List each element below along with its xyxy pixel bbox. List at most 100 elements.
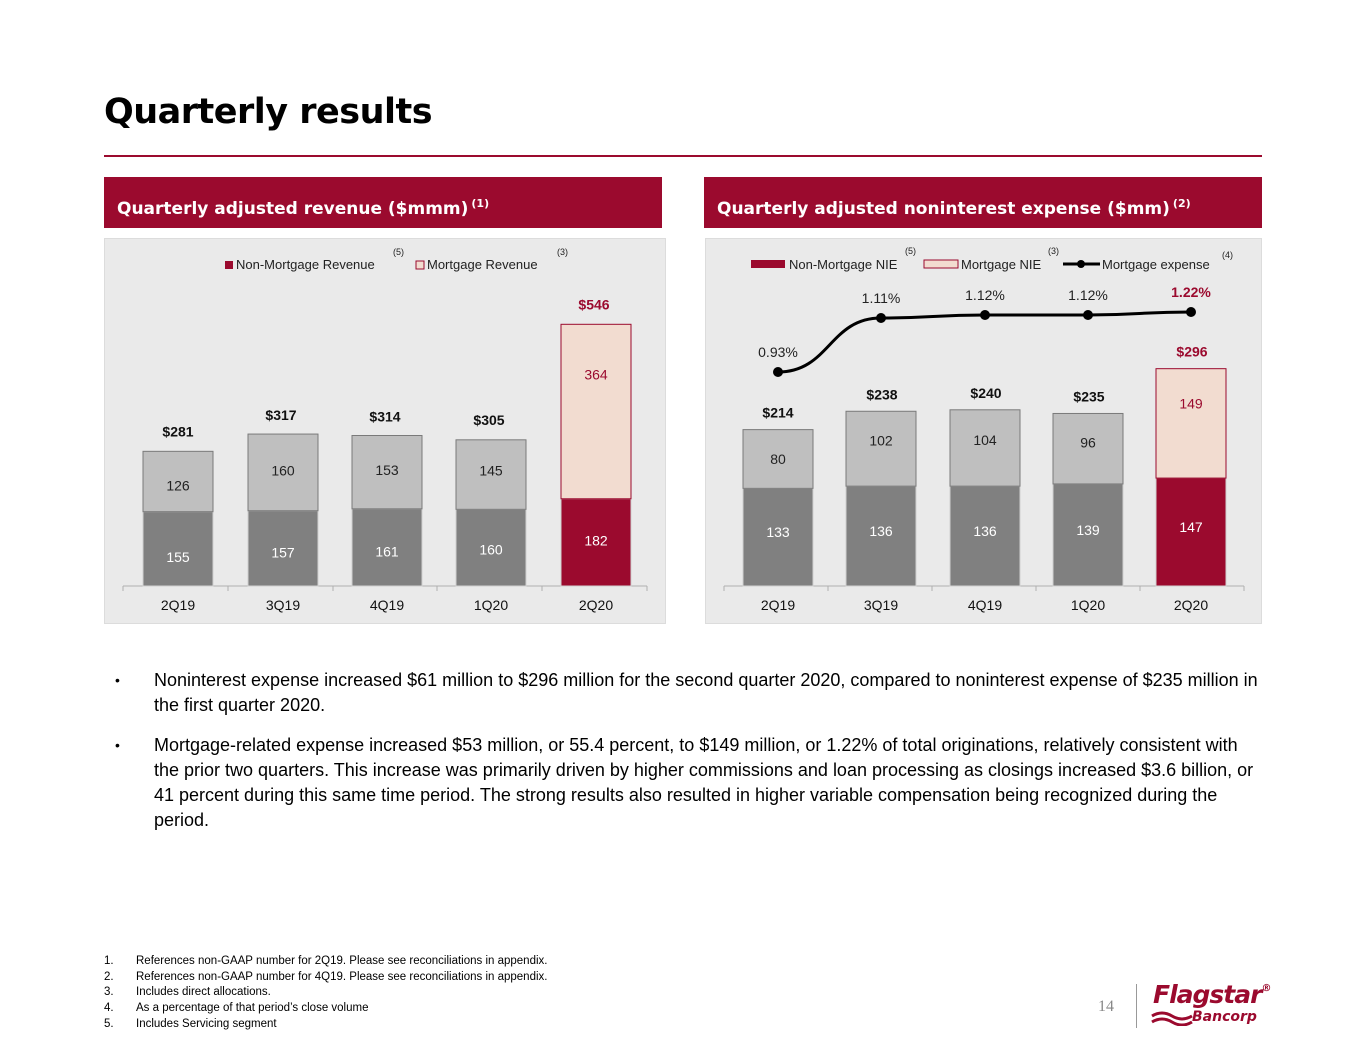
revenue-total-label: $281 xyxy=(162,423,193,439)
non-mortgage-revenue-bar xyxy=(142,511,214,587)
footnote-text: References non-GAAP number for 4Q19. Ple… xyxy=(136,970,548,983)
non-mortgage-revenue-bar xyxy=(560,498,632,587)
mortgage-revenue-bar xyxy=(247,433,319,512)
legend-label-mortgage-expense: Mortgage expense xyxy=(1102,257,1210,272)
non-mortgage-nie-bar xyxy=(742,487,814,587)
legend-note: (4) xyxy=(1222,250,1233,260)
revenue-total-label: $317 xyxy=(265,407,296,423)
logo-divider xyxy=(1136,984,1137,1028)
mortgage-nie-label: 102 xyxy=(869,433,893,449)
non-mortgage-revenue-bar xyxy=(455,508,527,587)
non-mortgage-revenue-label: 155 xyxy=(166,549,190,565)
footnote: 3. Includes direct allocations. xyxy=(104,985,547,1001)
mortgage-revenue-bar xyxy=(142,450,214,513)
revenue-total-label: $314 xyxy=(369,408,400,424)
revenue-chart: 155 126 $281 2Q19 157 160 $317 3Q19 161 153 $314 4Q… xyxy=(104,238,666,624)
footnote-text: References non-GAAP number for 2Q19. Ple… xyxy=(136,955,548,967)
logo-name: Flagstar xyxy=(1153,980,1262,1009)
mortgage-expense-point xyxy=(1186,307,1196,317)
legend-swatch-non-mortgage-revenue xyxy=(225,261,233,269)
expense-panel-title: Quarterly adjusted noninterest expense (… xyxy=(717,199,1170,219)
non-mortgage-nie-label: 133 xyxy=(766,524,790,540)
legend-swatch-mortgage-nie xyxy=(923,259,959,269)
non-mortgage-revenue-label: 161 xyxy=(375,543,399,559)
mortgage-expense-point xyxy=(876,313,886,323)
x-tick-label: 2Q19 xyxy=(761,597,795,613)
mortgage-expense-label: 1.12% xyxy=(1068,287,1108,303)
footnote: 4. As a percentage of that period’s close… xyxy=(104,1001,547,1017)
flagstar-logo: Flagstar® Bancorp xyxy=(1150,980,1271,1032)
x-tick-label: 2Q19 xyxy=(161,597,195,613)
expense-panel-header: Quarterly adjusted noninterest expense (… xyxy=(704,177,1262,228)
x-tick-label: 1Q20 xyxy=(474,597,508,613)
expense-chart: 133 80 $214 2Q19 136 102 $238 3Q19 136 104 $240 4Q1… xyxy=(705,238,1262,624)
mortgage-nie-label: 80 xyxy=(770,451,786,467)
page-number: 14 xyxy=(1098,998,1114,1015)
mortgage-expense-label: 1.11% xyxy=(862,290,901,306)
non-mortgage-revenue-label: 182 xyxy=(584,532,608,548)
legend-note: (3) xyxy=(1048,246,1059,256)
non-mortgage-nie-label: 139 xyxy=(1076,522,1100,538)
x-tick-label: 3Q19 xyxy=(266,597,300,613)
x-tick-label: 1Q20 xyxy=(1071,597,1105,613)
footnote-number: 1. xyxy=(104,955,114,967)
mortgage-revenue-label: 126 xyxy=(166,478,190,494)
non-mortgage-nie-bar xyxy=(1155,477,1227,587)
expense-chart-svg: 133 80 $214 2Q19 136 102 $238 3Q19 136 104 $240 4Q1… xyxy=(723,246,1245,613)
mortgage-nie-label: 96 xyxy=(1080,435,1096,451)
non-mortgage-revenue-label: 157 xyxy=(271,544,295,560)
footnote: 1. References non-GAAP number for 2Q19. P… xyxy=(104,954,547,970)
mortgage-expense-label: 1.22% xyxy=(1171,284,1211,300)
mortgage-nie-label: 104 xyxy=(973,432,997,448)
non-mortgage-revenue-bar xyxy=(351,508,423,587)
legend-swatch-mortgage-revenue xyxy=(415,260,425,270)
revenue-chart-svg: 155 126 $281 2Q19 157 160 $317 3Q19 161 153 $314 4Q… xyxy=(122,247,648,613)
footnote: 5. Includes Servicing segment xyxy=(104,1017,547,1033)
bullet-list: • Noninterest expense increased $61 milli… xyxy=(112,668,1262,848)
mortgage-expense-label: 1.12% xyxy=(965,287,1005,303)
non-mortgage-nie-label: 136 xyxy=(973,523,997,539)
x-tick-label: 2Q20 xyxy=(1174,597,1208,613)
x-tick-label: 4Q19 xyxy=(968,597,1002,613)
legend-note: (5) xyxy=(905,246,916,256)
mortgage-revenue-bar xyxy=(455,439,527,510)
non-mortgage-nie-label: 147 xyxy=(1179,519,1203,535)
non-mortgage-revenue-label: 160 xyxy=(479,542,503,558)
mortgage-nie-bar xyxy=(949,409,1021,487)
revenue-total-label: $305 xyxy=(473,412,504,428)
non-mortgage-revenue-bar xyxy=(247,510,319,587)
footnotes: 1. References non-GAAP number for 2Q19. P… xyxy=(104,954,547,1033)
logo-subtitle: Bancorp xyxy=(1192,1009,1257,1025)
title-divider xyxy=(104,155,1262,157)
mortgage-nie-bar xyxy=(742,429,814,489)
footnote-text: As a percentage of that period’s close v… xyxy=(136,1002,369,1015)
legend-label-mortgage-revenue: Mortgage Revenue xyxy=(427,257,538,272)
revenue-panel-note: (1) xyxy=(471,197,490,210)
legend-swatch-mortgage-expense-point xyxy=(1077,260,1085,268)
legend-label-non-mortgage-revenue: Non-Mortgage Revenue xyxy=(236,257,375,272)
footnote-number: 5. xyxy=(104,1017,114,1030)
mortgage-revenue-label: 364 xyxy=(584,367,608,383)
x-tick-label: 3Q19 xyxy=(864,597,898,613)
x-tick-label: 4Q19 xyxy=(370,597,404,613)
bullet-item: • Mortgage-related expense increased $53 … xyxy=(112,733,1262,833)
bullet-text: Mortgage-related expense increased $53 m… xyxy=(154,735,1254,830)
mortgage-revenue-bar xyxy=(351,434,423,510)
legend-swatch-non-mortgage-nie xyxy=(751,260,785,268)
footnote-number: 4. xyxy=(104,1002,114,1015)
legend-label-non-mortgage-nie: Non-Mortgage NIE xyxy=(789,257,898,272)
legend-note: (5) xyxy=(393,247,404,257)
mortgage-nie-bar xyxy=(1052,412,1124,485)
mortgage-expense-line xyxy=(777,310,1192,374)
page-title: Quarterly results xyxy=(104,92,433,132)
legend-label-mortgage-nie: Mortgage NIE xyxy=(961,257,1042,272)
mortgage-revenue-label: 153 xyxy=(375,462,399,478)
mortgage-expense-label: 0.93% xyxy=(758,344,798,360)
bullet-text: Noninterest expense increased $61 millio… xyxy=(154,670,1258,715)
expense-total-label: $238 xyxy=(866,386,897,402)
x-tick-label: 2Q20 xyxy=(579,597,613,613)
expense-panel-note: (2) xyxy=(1172,197,1191,210)
revenue-panel-header: Quarterly adjusted revenue ($mmm) (1) xyxy=(104,177,662,228)
expense-total-label: $240 xyxy=(970,385,1001,401)
non-mortgage-nie-bar xyxy=(949,485,1021,587)
